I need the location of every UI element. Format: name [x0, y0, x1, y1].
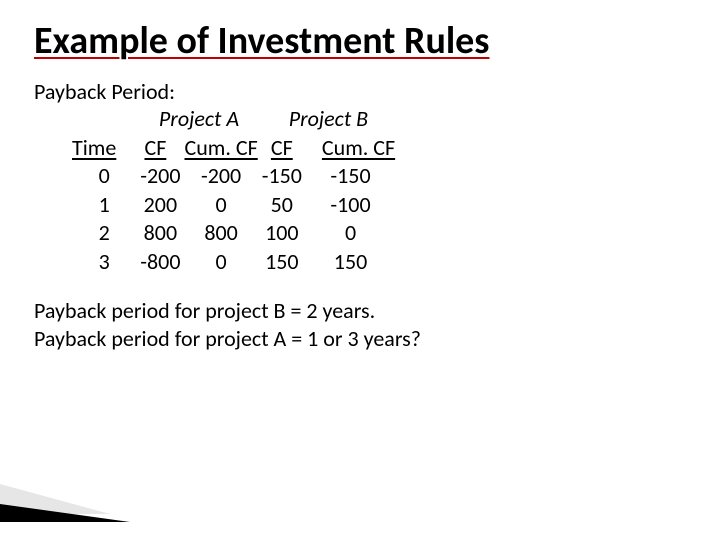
cell-time: 0 [70, 162, 138, 191]
cell-cf-a: 200 [138, 191, 182, 220]
project-b-header: Project B [260, 105, 397, 134]
conclusion-line-2: Payback period for project A = 1 or 3 ye… [34, 325, 686, 354]
project-header-row: Project A Project B [70, 105, 397, 134]
table-row: 3 -800 0 150 150 [70, 248, 397, 277]
column-header-row: Time CF Cum. CF CF Cum. CF [70, 134, 397, 163]
cell-cum-a: 800 [182, 219, 259, 248]
cell-time: 3 [70, 248, 138, 277]
project-a-header: Project A [138, 105, 259, 134]
cell-cf-a: 800 [138, 219, 182, 248]
cell-cum-b: 150 [304, 248, 397, 277]
conclusion-block: Payback period for project B = 2 years. … [34, 297, 686, 354]
cell-cf-b: -150 [260, 162, 304, 191]
table-row: 1 200 0 50 -100 [70, 191, 397, 220]
cell-cf-a: -800 [138, 248, 182, 277]
conclusion-line-1: Payback period for project B = 2 years. [34, 297, 686, 326]
cell-cum-a: 0 [182, 248, 259, 277]
table-row: 0 -200 -200 -150 -150 [70, 162, 397, 191]
corner-wedge-dark [0, 504, 130, 522]
cell-cum-b: 0 [304, 219, 397, 248]
col-time: Time [70, 134, 138, 163]
cell-cum-b: -100 [304, 191, 397, 220]
cell-cf-b: 50 [260, 191, 304, 220]
col-cum-a: Cum. CF [182, 134, 259, 163]
subtitle: Payback Period: [34, 78, 686, 105]
slide: Example of Investment Rules Payback Peri… [0, 0, 720, 540]
cell-cf-b: 150 [260, 248, 304, 277]
slide-title: Example of Investment Rules [34, 18, 686, 64]
col-cf-b: CF [260, 134, 304, 163]
cell-time: 1 [70, 191, 138, 220]
cell-cum-a: -200 [182, 162, 259, 191]
cell-cf-a: -200 [138, 162, 182, 191]
cell-time: 2 [70, 219, 138, 248]
col-cf-a: CF [138, 134, 182, 163]
cell-cum-a: 0 [182, 191, 259, 220]
cell-cum-b: -150 [304, 162, 397, 191]
cell-cf-b: 100 [260, 219, 304, 248]
col-cum-b: Cum. CF [304, 134, 397, 163]
table-row: 2 800 800 100 0 [70, 219, 397, 248]
payback-table: Project A Project B Time CF Cum. CF CF C… [70, 105, 397, 277]
